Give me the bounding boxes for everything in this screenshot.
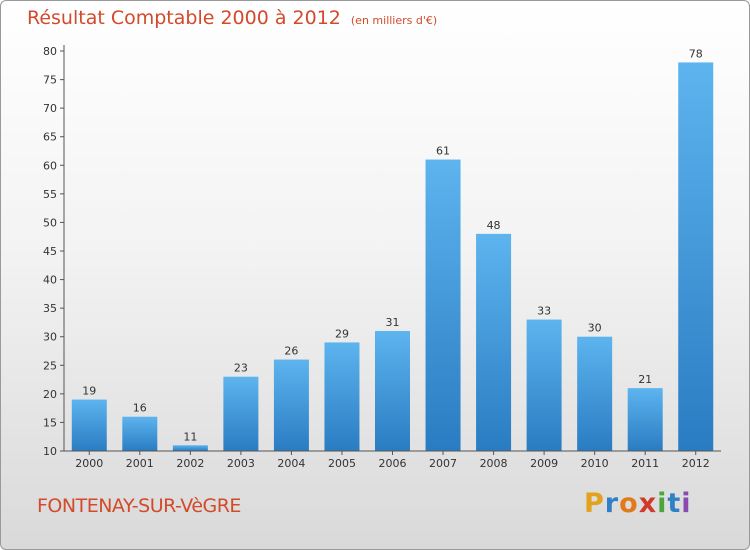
- bar: [375, 331, 410, 451]
- logo-letter: t: [667, 488, 682, 519]
- x-tick-label: 2006: [379, 457, 407, 470]
- x-tick-label: 2004: [277, 457, 305, 470]
- chart-unit: (en milliers d'€): [350, 14, 438, 27]
- bar-value-label: 23: [234, 362, 248, 375]
- logo-letter: x: [638, 488, 658, 519]
- x-tick-label: 2005: [328, 457, 356, 470]
- logo-letter: r: [604, 488, 620, 519]
- bar: [526, 319, 562, 451]
- bar: [223, 376, 259, 451]
- x-tick-label: 2007: [429, 457, 457, 470]
- bar-value-label: 19: [82, 385, 96, 398]
- logo-letter: o: [619, 488, 639, 519]
- y-tick-label: 10: [43, 445, 57, 458]
- y-tick-label: 20: [43, 388, 57, 401]
- chart-title-text: Résultat Comptable 2000 à 2012: [27, 7, 341, 29]
- y-tick-label: 75: [43, 74, 57, 87]
- bar-value-label: 33: [537, 305, 551, 318]
- bar: [122, 416, 158, 451]
- x-tick-label: 2011: [631, 457, 659, 470]
- bar-value-label: 30: [588, 322, 602, 335]
- bar: [324, 342, 360, 451]
- x-tick-label: 2009: [530, 457, 558, 470]
- x-tick-label: 2002: [176, 457, 204, 470]
- y-tick-label: 25: [43, 359, 57, 372]
- bar: [678, 62, 714, 452]
- logo-letter: i: [681, 488, 692, 519]
- bar-value-label: 61: [436, 145, 450, 158]
- x-tick-label: 2000: [75, 457, 103, 470]
- x-tick-label: 2003: [227, 457, 255, 470]
- logo-letter: P: [584, 488, 605, 519]
- bar: [627, 388, 663, 451]
- y-tick-label: 60: [43, 159, 57, 172]
- commune-name: FONTENAY-SUR-VèGRE: [37, 495, 241, 517]
- y-tick-label: 55: [43, 188, 57, 201]
- bar: [172, 445, 208, 451]
- bar-value-label: 21: [638, 373, 652, 386]
- y-tick-label: 80: [43, 45, 57, 58]
- x-tick-label: 2010: [581, 457, 609, 470]
- bar: [71, 399, 107, 451]
- y-tick-label: 65: [43, 131, 57, 144]
- bar: [425, 159, 461, 452]
- y-tick-label: 35: [43, 302, 57, 315]
- bar-value-label: 26: [284, 345, 298, 358]
- bar-value-label: 29: [335, 327, 349, 340]
- y-tick-label: 40: [43, 274, 57, 287]
- chart-title: Résultat Comptable 2000 à 2012 (en millie…: [27, 7, 437, 29]
- y-tick-label: 30: [43, 331, 57, 344]
- proxiti-logo: Proxiti: [584, 488, 692, 519]
- bar-value-label: 31: [386, 316, 400, 329]
- bar-value-label: 16: [133, 402, 147, 415]
- x-tick-label: 2008: [480, 457, 508, 470]
- x-tick-label: 2001: [126, 457, 154, 470]
- bar-value-label: 11: [183, 430, 197, 443]
- bar: [476, 233, 512, 451]
- y-tick-label: 70: [43, 102, 57, 115]
- bar: [577, 336, 613, 451]
- y-tick-label: 15: [43, 416, 57, 429]
- y-tick-label: 45: [43, 245, 57, 258]
- x-tick-label: 2012: [682, 457, 710, 470]
- logo-letter: i: [657, 488, 668, 519]
- bar: [273, 359, 309, 451]
- y-tick-label: 50: [43, 216, 57, 229]
- bar-value-label: 78: [689, 47, 703, 60]
- bar-value-label: 48: [487, 219, 501, 232]
